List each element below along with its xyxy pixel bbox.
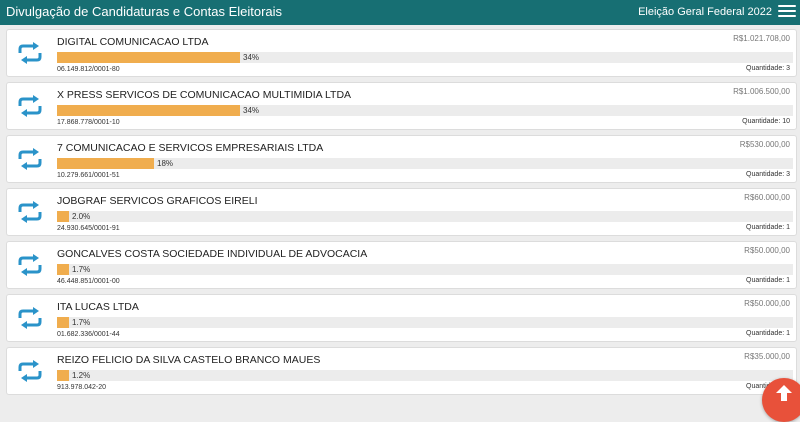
page-title: Divulgação de Candidaturas e Contas Elei…: [6, 4, 283, 19]
percent-label: 2.0%: [72, 212, 91, 221]
retweet-arrows-icon: [18, 95, 42, 117]
percent-bar-track: 34%: [57, 105, 793, 116]
supplier-name: GONCALVES COSTA SOCIEDADE INDIVIDUAL DE …: [57, 248, 368, 260]
supplier-name: DIGITAL COMUNICACAO LTDA: [57, 36, 209, 48]
supplier-quantity: Quantidade: 1: [746, 277, 790, 284]
supplier-document: 913.978.042-20: [57, 384, 107, 391]
percent-bar-fill: [57, 105, 240, 116]
percent-label: 1.7%: [72, 265, 91, 274]
supplier-amount: R$1.021.708,00: [733, 34, 790, 43]
retweet-arrows-icon: [18, 42, 42, 64]
supplier-quantity: Quantidade: 1: [746, 330, 790, 337]
supplier-card[interactable]: GONCALVES COSTA SOCIEDADE INDIVIDUAL DE …: [6, 241, 797, 289]
supplier-name: JOBGRAF SERVICOS GRAFICOS EIRELI: [57, 195, 258, 207]
percent-label: 34%: [243, 53, 260, 62]
supplier-amount: R$50.000,00: [744, 246, 790, 255]
supplier-card[interactable]: DIGITAL COMUNICACAO LTDA 34% 06.149.812/…: [6, 29, 797, 77]
percent-bar-track: 1.7%: [57, 264, 793, 275]
supplier-quantity: Quantidade: 3: [746, 65, 790, 72]
percent-label: 1.2%: [72, 371, 91, 380]
percent-bar-fill: [57, 158, 154, 169]
percent-bar-fill: [57, 264, 69, 275]
menu-line: [778, 15, 796, 17]
supplier-document: 17.868.778/0001-10: [57, 119, 120, 126]
percent-label: 34%: [243, 106, 260, 115]
hamburger-menu-icon[interactable]: [778, 5, 796, 19]
percent-bar-fill: [57, 52, 240, 63]
supplier-quantity: Quantidade: 1: [746, 224, 790, 231]
menu-line: [778, 5, 796, 7]
supplier-card[interactable]: JOBGRAF SERVICOS GRAFICOS EIRELI 2.0% 24…: [6, 188, 797, 236]
retweet-arrows-icon: [18, 307, 42, 329]
supplier-document: 24.930.645/0001-91: [57, 225, 120, 232]
supplier-document: 10.279.661/0001-51: [57, 172, 120, 179]
percent-bar-track: 18%: [57, 158, 793, 169]
percent-bar-fill: [57, 370, 69, 381]
top-bar: Divulgação de Candidaturas e Contas Elei…: [0, 0, 800, 25]
supplier-document: 01.682.336/0001-44: [57, 331, 120, 338]
supplier-name: ITA LUCAS LTDA: [57, 301, 139, 313]
percent-bar-track: 34%: [57, 52, 793, 63]
supplier-quantity: Quantidade: 3: [746, 171, 790, 178]
supplier-amount: R$1.006.500,00: [733, 87, 790, 96]
supplier-card[interactable]: ITA LUCAS LTDA 1.7% 01.682.336/0001-44 R…: [6, 294, 797, 342]
supplier-list: DIGITAL COMUNICACAO LTDA 34% 06.149.812/…: [6, 29, 797, 400]
retweet-arrows-icon: [18, 254, 42, 276]
percent-bar-fill: [57, 211, 69, 222]
supplier-amount: R$530.000,00: [739, 140, 790, 149]
retweet-arrows-icon: [18, 360, 42, 382]
supplier-document: 06.149.812/0001-80: [57, 66, 120, 73]
scroll-top-button[interactable]: [762, 378, 800, 422]
supplier-amount: R$60.000,00: [744, 193, 790, 202]
menu-line: [778, 10, 796, 12]
supplier-amount: R$50.000,00: [744, 299, 790, 308]
percent-bar-track: 1.7%: [57, 317, 793, 328]
percent-label: 1.7%: [72, 318, 91, 327]
arrow-up-icon: [776, 385, 792, 401]
supplier-card[interactable]: REIZO FELICIO DA SILVA CASTELO BRANCO MA…: [6, 347, 797, 395]
retweet-arrows-icon: [18, 201, 42, 223]
supplier-amount: R$35.000,00: [744, 352, 790, 361]
percent-bar-fill: [57, 317, 69, 328]
supplier-card[interactable]: X PRESS SERVICOS DE COMUNICACAO MULTIMID…: [6, 82, 797, 130]
supplier-name: 7 COMUNICACAO E SERVICOS EMPRESARIAIS LT…: [57, 142, 324, 154]
supplier-name: X PRESS SERVICOS DE COMUNICACAO MULTIMID…: [57, 89, 352, 101]
supplier-name: REIZO FELICIO DA SILVA CASTELO BRANCO MA…: [57, 354, 321, 366]
percent-bar-track: 1.2%: [57, 370, 793, 381]
retweet-arrows-icon: [18, 148, 42, 170]
supplier-document: 46.448.851/0001-00: [57, 278, 120, 285]
supplier-card[interactable]: 7 COMUNICACAO E SERVICOS EMPRESARIAIS LT…: [6, 135, 797, 183]
supplier-quantity: Quantidade: 10: [742, 118, 790, 125]
percent-label: 18%: [157, 159, 174, 168]
percent-bar-track: 2.0%: [57, 211, 793, 222]
election-label: Eleição Geral Federal 2022: [638, 6, 772, 18]
